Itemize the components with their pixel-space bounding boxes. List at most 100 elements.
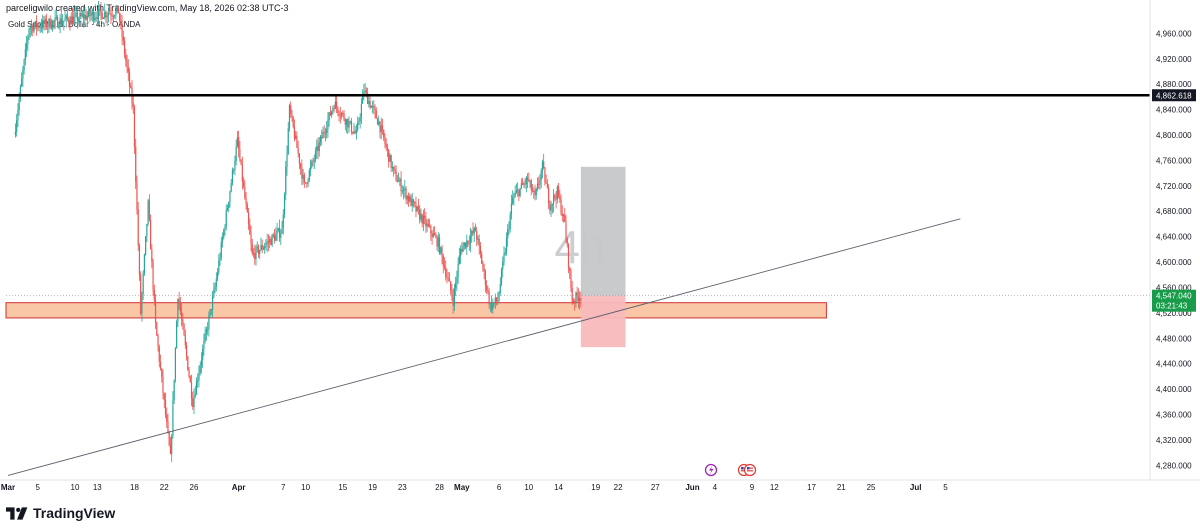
candle-body [539, 179, 541, 185]
candle-body [120, 20, 122, 23]
candle-body [471, 231, 473, 237]
candle-body [358, 121, 360, 123]
candle-body [132, 103, 134, 107]
candle-body [225, 210, 227, 227]
candle-body [561, 213, 563, 217]
level-badge [1152, 89, 1196, 102]
candle-body [146, 224, 148, 237]
candle-body [290, 105, 292, 114]
candle-body [455, 282, 457, 289]
candle-body [115, 9, 117, 16]
candle-body [195, 381, 198, 395]
price-tick-label: 4,680.000 [1156, 207, 1192, 216]
candle-body [228, 202, 230, 209]
candle-body [265, 244, 267, 247]
candle-body [63, 20, 65, 23]
candle-body [14, 131, 17, 136]
candle-body [84, 14, 86, 19]
candle-body [503, 254, 505, 262]
candle-body [189, 376, 191, 383]
candle-body [481, 253, 483, 264]
candle-body [288, 105, 291, 129]
candle-body [416, 206, 418, 212]
position-tool-layer [580, 166, 626, 348]
candle-body [275, 234, 277, 241]
candle-body [236, 137, 238, 147]
time-tick-label: Jul [910, 483, 922, 492]
candle-body [223, 229, 225, 238]
time-tick-label: 6 [497, 483, 502, 492]
candle-body [575, 292, 577, 303]
candle-body [550, 205, 552, 211]
time-tick-label: 25 [867, 483, 876, 492]
candle-body [164, 399, 167, 415]
candle-body [169, 445, 172, 454]
candle-body [486, 285, 488, 291]
candle-body [350, 121, 353, 132]
candle-body [323, 132, 325, 134]
candle-body [540, 170, 542, 180]
candle-body [287, 128, 289, 154]
candle-body [245, 198, 247, 205]
candle-body [207, 329, 209, 331]
candle-body [318, 142, 320, 151]
candle-body [500, 269, 503, 284]
candle-body [464, 242, 467, 248]
candle-body [430, 225, 432, 234]
candle-body [453, 288, 455, 306]
time-tick-label: 21 [837, 483, 846, 492]
candle-body [560, 199, 562, 214]
candle-body [79, 12, 81, 19]
candle-body [435, 235, 437, 237]
candle-body [78, 18, 80, 21]
candle-body [369, 100, 371, 108]
candle-body [383, 129, 385, 138]
candle-body [257, 246, 260, 254]
candle-body [198, 372, 200, 381]
candle-body [353, 131, 355, 134]
tradingview-brand[interactable]: TradingView [6, 505, 115, 521]
candle-body [85, 14, 87, 20]
candle-body [411, 199, 413, 207]
candle-body [143, 254, 145, 274]
candle-body [328, 112, 330, 120]
candle-body [16, 120, 18, 132]
time-tick-label: 7 [281, 483, 286, 492]
candle-body [209, 309, 211, 316]
price-tick-label: 4,760.000 [1156, 156, 1192, 165]
candle-body [424, 215, 426, 218]
candle-body [125, 53, 127, 61]
candle-body [317, 146, 319, 151]
candle-body [91, 12, 93, 16]
candle-body [220, 241, 222, 258]
candle-body [477, 238, 479, 240]
candle-body [497, 300, 499, 302]
candle-body [229, 191, 231, 203]
candle-body [215, 278, 217, 287]
candle-body [102, 17, 105, 19]
candle-body [447, 277, 449, 279]
candle-body [179, 303, 181, 312]
symbol-title: Gold Spot / U.S. Dollar · 4h · OANDA [8, 20, 141, 29]
event-icons-layer[interactable] [704, 463, 757, 477]
candle-body [203, 340, 205, 349]
candle-body [360, 103, 362, 117]
candle-body [538, 183, 540, 185]
candle-body [157, 335, 159, 347]
price-tick-label: 4,840.000 [1156, 106, 1192, 115]
candle-body [394, 169, 396, 172]
candle-body [156, 322, 158, 336]
candle-body [43, 20, 45, 25]
time-tick-label: 9 [750, 483, 755, 492]
price-tick-label: 4,920.000 [1156, 55, 1192, 64]
candle-body [280, 233, 282, 238]
candle-body [65, 15, 67, 19]
us-flag-event-icon[interactable] [743, 463, 757, 477]
candle-body [463, 242, 465, 246]
candle-body [450, 281, 452, 291]
candle-body [39, 26, 41, 28]
candle-body [230, 183, 232, 192]
candle-body [406, 195, 408, 200]
candle-body [565, 222, 567, 239]
